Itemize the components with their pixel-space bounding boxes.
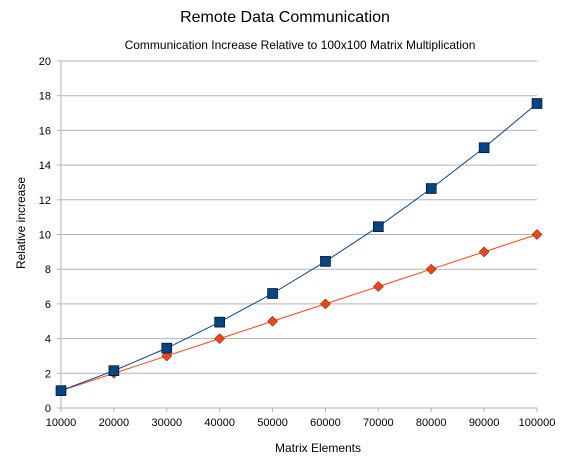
data-point-diamond — [320, 298, 331, 310]
y-tick-label: 2 — [45, 368, 51, 380]
data-point-square — [373, 221, 384, 232]
x-tick-label: 10000 — [46, 417, 77, 429]
y-tick-label: 4 — [45, 334, 51, 346]
y-tick-label: 6 — [45, 299, 51, 311]
x-tick-label: 90000 — [469, 417, 500, 429]
data-point-square — [55, 385, 67, 396]
x-axis-label: Matrix Elements — [274, 441, 362, 455]
chart-title: Remote Data Communication — [180, 9, 390, 26]
y-tick-label: 20 — [39, 56, 51, 68]
data-point-diamond — [267, 315, 278, 327]
x-tick-label: 30000 — [151, 417, 182, 429]
x-tick-label: 100000 — [519, 417, 556, 429]
y-tick-label: 8 — [45, 264, 51, 276]
x-tick-label: 20000 — [99, 417, 130, 429]
y-tick-label: 16 — [39, 125, 51, 137]
data-point-diamond — [531, 229, 543, 240]
x-tick-label: 40000 — [204, 417, 235, 429]
data-point-square — [161, 342, 173, 354]
x-tick-label: 70000 — [363, 417, 394, 429]
data-point-square — [320, 256, 331, 267]
data-point-diamond — [214, 333, 226, 344]
y-tick-label: 0 — [45, 403, 51, 415]
y-tick-label: 10 — [39, 230, 51, 242]
x-tick-label: 80000 — [416, 417, 447, 429]
data-point-square — [478, 142, 490, 154]
data-point-diamond — [425, 263, 437, 275]
data-point-square — [108, 365, 120, 376]
data-point-diamond — [478, 246, 490, 258]
data-point-square — [267, 288, 278, 299]
chart-subtitle: Communication Increase Relative to 100x1… — [124, 38, 476, 52]
y-tick-label: 14 — [39, 160, 51, 172]
data-point-square — [425, 183, 437, 194]
data-point-square — [214, 316, 225, 328]
series-line-diamond — [60, 234, 538, 392]
data-point-diamond — [161, 350, 173, 362]
y-tick-label: 18 — [39, 91, 51, 103]
data-point-diamond — [372, 281, 384, 292]
series-line-square — [60, 103, 538, 392]
y-tick-label: 12 — [39, 195, 51, 207]
data-point-square — [531, 98, 543, 109]
x-tick-label: 60000 — [310, 417, 341, 429]
x-tick-label: 50000 — [257, 417, 288, 429]
